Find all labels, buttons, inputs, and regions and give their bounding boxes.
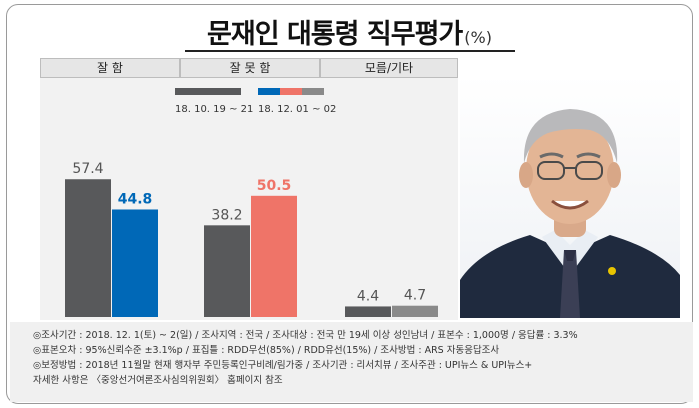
legend-label-current: 18. 12. 01 ~ 02 [258, 104, 337, 115]
note-line-1: ◎조사기간 : 2018. 12. 1(토) ~ 2(일) / 조사지역 : 전… [33, 330, 578, 341]
bar-dontknow-previous [345, 306, 391, 317]
legend-item-current: 18. 12. 01 ~ 02 [258, 88, 338, 115]
legend-swatch-current-blue [258, 88, 280, 95]
value-label-approve-previous: 57.4 [72, 161, 103, 177]
category-header-disapprove: 잘 못 함 [180, 58, 320, 78]
title-unit: (%) [464, 28, 492, 47]
category-header-dontknow: 모름/기타 [320, 58, 458, 78]
chart-title: 문재인 대통령 직무평가 [207, 19, 463, 50]
bar-disapprove-previous [204, 225, 250, 317]
category-header-approve: 잘 함 [40, 58, 180, 78]
title-block: 문재인 대통령 직무평가 (%) [0, 12, 699, 51]
value-label-disapprove-previous: 38.2 [211, 207, 242, 223]
bar-dontknow-current [392, 305, 438, 317]
title-underline [185, 50, 515, 52]
value-label-dontknow-current: 4.7 [404, 288, 426, 304]
note-line-3: ◎보정방법 : 2018년 11월말 현재 행자부 주민등록인구비례/림가중 /… [33, 360, 533, 371]
note-line-4: 자세한 사항은 〈중앙선거여론조사심의위원회〉 홈페이지 참조 [33, 375, 283, 386]
legend-item-previous: 18. 10. 19 ~ 21 [175, 88, 255, 115]
value-label-approve-current: 44.8 [118, 191, 153, 207]
legend-label-previous: 18. 10. 19 ~ 21 [175, 104, 254, 115]
legend-swatch-current-grey [302, 88, 324, 95]
note-line-2: ◎표본오차 : 95%신뢰수준 ±3.1%p / 표집틀 : RDD무선(85%… [33, 345, 500, 356]
bar-disapprove-current [251, 195, 297, 317]
survey-notes: ◎조사기간 : 2018. 12. 1(토) ~ 2(일) / 조사지역 : 전… [10, 322, 693, 402]
bar-approve-previous [65, 179, 111, 317]
legend-swatch-previous [175, 88, 241, 95]
value-label-dontknow-previous: 4.4 [357, 288, 379, 304]
value-label-disapprove-current: 50.5 [257, 178, 292, 194]
person-portrait-icon [460, 75, 680, 318]
legend-swatch-current-red [280, 88, 302, 95]
bar-approve-current [112, 209, 158, 317]
